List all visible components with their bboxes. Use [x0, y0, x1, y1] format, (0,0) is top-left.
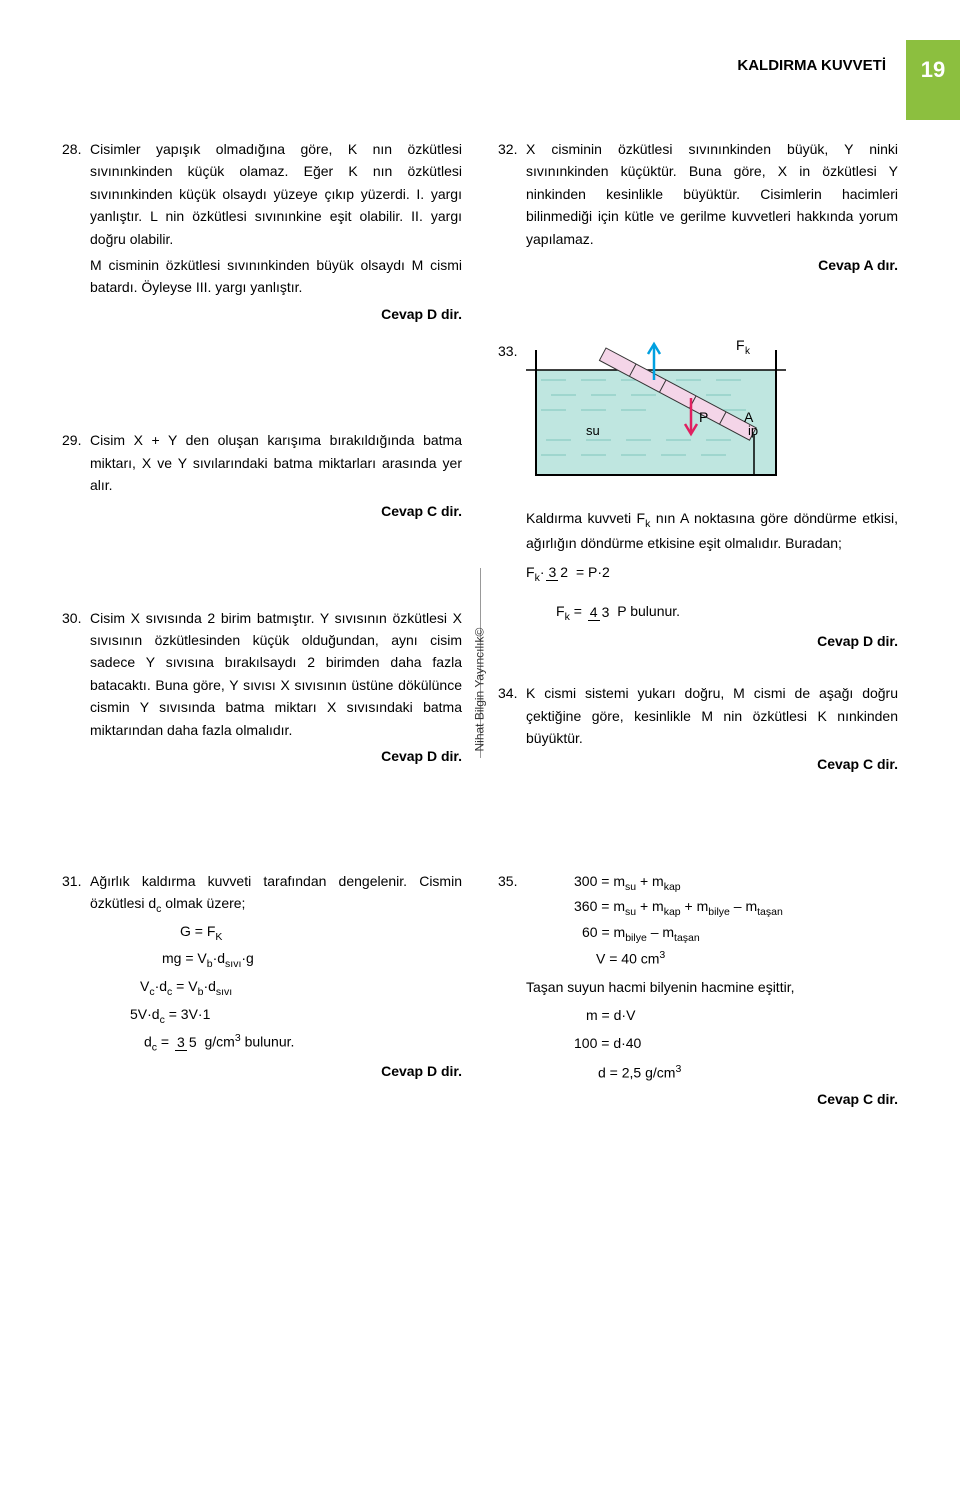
- answer-label: Cevap C dir.: [526, 1088, 898, 1110]
- equation: Vc·dc = Vb·dsıvı: [140, 975, 462, 1001]
- question-number: 35.: [498, 870, 526, 1110]
- equation: 360 = msu + mkap + mbilye – mtaşan: [574, 895, 898, 921]
- question-text: Kaldırma kuvveti Fk nın A noktasına göre…: [526, 507, 898, 555]
- equation: 5V·dc = 3V·1: [130, 1003, 462, 1029]
- question-text: K cismi sistemi yukarı doğru, M cismi de…: [526, 682, 898, 749]
- question-number: 29.: [62, 429, 90, 523]
- answer-label: Cevap C dir.: [90, 500, 462, 522]
- question-32: 32. X cisminin özkütlesi sıvınınkinden b…: [498, 138, 898, 276]
- question-number: 28.: [62, 138, 90, 325]
- answer-label: Cevap D dir.: [90, 303, 462, 325]
- equation: 60 = mbilye – mtaşan: [582, 921, 898, 947]
- svg-text:F: F: [736, 340, 745, 353]
- svg-text:su: su: [586, 423, 600, 438]
- question-text: Ağırlık kaldırma kuvveti tarafından deng…: [90, 870, 462, 918]
- equation: V = 40 cm3: [596, 947, 898, 970]
- answer-label: Cevap D dir.: [90, 1060, 462, 1082]
- question-text: M cisminin özkütlesi sıvınınkinden büyük…: [90, 254, 462, 299]
- question-35: 35. 300 = msu + mkap 360 = msu + mkap + …: [498, 870, 898, 1110]
- svg-text:P: P: [699, 409, 708, 425]
- question-28: 28. Cisimler yapışık olmadığına göre, K …: [62, 138, 462, 325]
- svg-text:k: k: [745, 346, 751, 357]
- svg-text:ip: ip: [748, 423, 758, 438]
- question-text: Cisim X sıvısında 2 birim batmıştır. Y s…: [90, 607, 462, 741]
- equation: d = 2,5 g/cm3: [598, 1061, 898, 1084]
- watermark-text: Nihat Bilgin Yayıncılık©: [470, 628, 489, 752]
- answer-label: Cevap A dır.: [526, 254, 898, 276]
- question-33: 33.: [498, 340, 898, 652]
- equation: dc = 35 g/cm3 bulunur.: [144, 1030, 462, 1056]
- answer-label: Cevap C dir.: [526, 753, 898, 775]
- answer-label: Cevap D dir.: [90, 745, 462, 767]
- answer-label: Cevap D dir.: [526, 630, 898, 652]
- question-number: 33.: [498, 340, 526, 506]
- equation: G = FK: [180, 920, 462, 946]
- question-text: Taşan suyun hacmi bilyenin hacmine eşitt…: [526, 976, 898, 998]
- page-header: KALDIRMA KUVVETİ 19: [0, 0, 960, 120]
- question-text: Cisimler yapışık olmadığına göre, K nın …: [90, 138, 462, 250]
- question-text: Cisim X + Y den oluşan karışıma bırakıld…: [90, 429, 462, 496]
- question-30: 30. Cisim X sıvısında 2 birim batmıştır.…: [62, 607, 462, 768]
- equation: Fk·32 = P·2: [526, 561, 898, 587]
- question-31: 31. Ağırlık kaldırma kuvveti tarafından …: [62, 870, 462, 1083]
- equation: Fk = 43 P bulunur.: [556, 600, 898, 626]
- question-34: 34. K cismi sistemi yukarı doğru, M cism…: [498, 682, 898, 776]
- header-title: KALDIRMA KUVVETİ: [737, 40, 886, 78]
- question-number: 32.: [498, 138, 526, 276]
- question-number: 30.: [62, 607, 90, 768]
- equation: m = d·V: [586, 1004, 898, 1026]
- equation: 100 = d·40: [574, 1032, 898, 1054]
- question-number: 31.: [62, 870, 90, 1083]
- question-29: 29. Cisim X + Y den oluşan karışıma bıra…: [62, 429, 462, 523]
- question-text: X cisminin özkütlesi sıvınınkinden büyük…: [526, 138, 898, 250]
- buoyancy-diagram: Fk P A su ip: [526, 340, 786, 490]
- page-number-box: 19: [906, 40, 960, 120]
- question-number: 34.: [498, 682, 526, 776]
- equation: mg = Vb·dsıvı·g: [162, 947, 462, 973]
- equation: 300 = msu + mkap: [574, 870, 898, 896]
